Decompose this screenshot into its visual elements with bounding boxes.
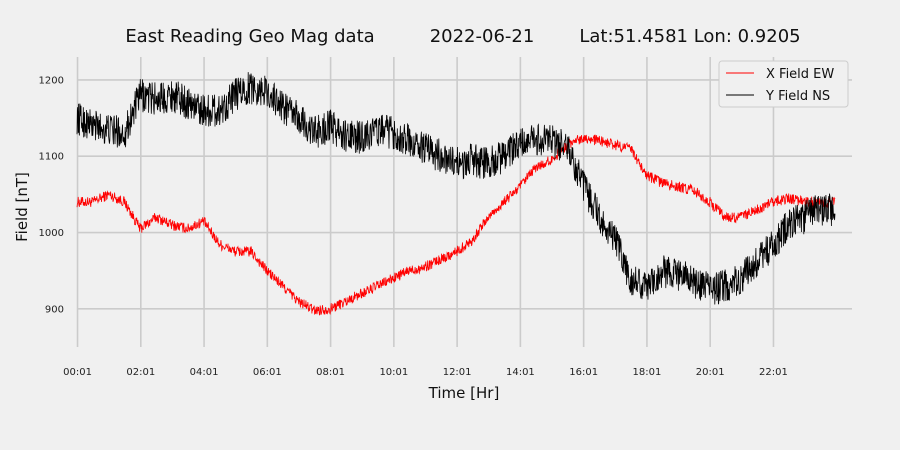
- x-tick-label: 12:01: [443, 367, 472, 378]
- series-lines: [76, 72, 836, 316]
- chart-title-location: Lat:51.4581 Lon: 0.9205: [579, 26, 800, 47]
- y-tick-label: 1000: [39, 228, 64, 239]
- chart-title-main: East Reading Geo Mag data: [125, 26, 374, 47]
- y-tick-label: 900: [45, 304, 64, 315]
- chart-title-date: 2022-06-21: [430, 26, 535, 47]
- x-tick-label: 14:01: [506, 367, 535, 378]
- series-line-0: [76, 134, 836, 316]
- x-tick-label: 08:01: [316, 367, 345, 378]
- x-tick-label: 18:01: [633, 367, 662, 378]
- x-tick-label: 06:01: [253, 367, 282, 378]
- x-tick-label: 00:01: [63, 367, 92, 378]
- x-tick-label: 22:01: [759, 367, 788, 378]
- y-tick-label: 1100: [39, 152, 64, 163]
- y-tick-labels: 900 1000 1100 1200: [39, 75, 64, 315]
- y-tick-label: 1200: [39, 75, 64, 86]
- x-tick-label: 04:01: [190, 367, 219, 378]
- x-axis-label: Time [Hr]: [428, 384, 500, 402]
- x-tick-label: 10:01: [379, 367, 408, 378]
- series-line-1: [76, 72, 836, 305]
- legend-label-y-field: Y Field NS: [765, 89, 830, 104]
- legend-label-x-field: X Field EW: [766, 67, 834, 82]
- legend: X Field EW Y Field NS: [718, 60, 849, 108]
- x-tick-label: 20:01: [696, 367, 725, 378]
- y-axis-label: Field [nT]: [13, 172, 31, 242]
- x-tick-label: 16:01: [569, 367, 598, 378]
- chart-title: East Reading Geo Mag data 2022-06-21 Lat…: [125, 26, 800, 47]
- x-tick-label: 02:01: [126, 367, 155, 378]
- x-tick-labels: 00:01 02:01 04:01 06:01 08:01 10:01 12:01 14:01…: [63, 367, 788, 378]
